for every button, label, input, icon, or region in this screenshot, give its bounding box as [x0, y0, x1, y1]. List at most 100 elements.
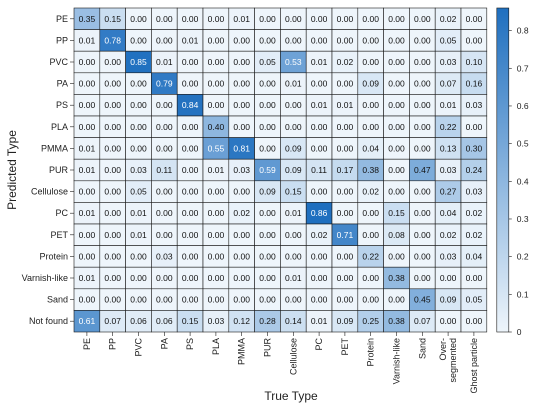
- cell-value-label: 0.00: [337, 143, 354, 153]
- cell-value-label: 0.00: [208, 35, 225, 45]
- cell-value-label: 0.00: [285, 251, 302, 261]
- cell-value-label: 0.03: [440, 165, 457, 175]
- cell-value-label: 0.00: [337, 208, 354, 218]
- cell-value-label: 0.00: [440, 316, 457, 326]
- cell-value-label: 0.00: [311, 251, 328, 261]
- cell-value-label: 0.79: [156, 79, 173, 89]
- cell-value-label: 0.09: [362, 79, 379, 89]
- cell-value-label: 0.00: [466, 122, 483, 132]
- cell-value-label: 0.00: [414, 100, 431, 110]
- cell-value-label: 0.00: [182, 79, 199, 89]
- cell-value-label: 0.38: [388, 273, 405, 283]
- colorbar-tick-label: 0.6: [517, 101, 529, 111]
- cell-value-label: 0.00: [104, 273, 121, 283]
- cell-value-label: 0.00: [104, 122, 121, 132]
- cell-value-label: 0.00: [156, 122, 173, 132]
- cell-value-label: 0.02: [311, 230, 328, 240]
- cell-value-label: 0.01: [285, 208, 302, 218]
- cell-value-label: 0.01: [311, 316, 328, 326]
- cell-value-label: 0.00: [362, 273, 379, 283]
- cell-value-label: 0.00: [414, 187, 431, 197]
- cell-value-label: 0.09: [285, 143, 302, 153]
- cell-value-label: 0.00: [388, 100, 405, 110]
- cell-value-label: 0.05: [466, 295, 483, 305]
- y-tick-label: PET: [50, 230, 68, 240]
- cell-value-label: 0.01: [285, 273, 302, 283]
- cell-value-label: 0.00: [285, 100, 302, 110]
- cell-value-label: 0.01: [79, 273, 96, 283]
- cell-value-label: 0.05: [440, 35, 457, 45]
- cell-value-label: 0.30: [466, 143, 483, 153]
- cell-value-label: 0.00: [156, 230, 173, 240]
- x-tick-label: PMMA: [237, 338, 247, 365]
- cell-value-label: 0.00: [104, 79, 121, 89]
- x-tick-label: PC: [314, 338, 324, 351]
- x-tick-label: Ghost particle: [469, 338, 479, 394]
- cell-value-label: 0.01: [285, 79, 302, 89]
- cell-value-label: 0.00: [208, 295, 225, 305]
- cell-value-label: 0.00: [362, 295, 379, 305]
- cell-value-label: 0.00: [156, 187, 173, 197]
- cell-value-label: 0.00: [337, 273, 354, 283]
- cell-value-label: 0.00: [79, 122, 96, 132]
- cell-value-label: 0.00: [208, 251, 225, 261]
- cell-value-label: 0.00: [182, 14, 199, 24]
- cell-value-label: 0.00: [182, 251, 199, 261]
- cell-value-label: 0.01: [311, 57, 328, 67]
- cell-value-label: 0.07: [440, 79, 457, 89]
- cell-value-label: 0.00: [362, 230, 379, 240]
- cell-value-label: 0.09: [337, 316, 354, 326]
- cell-value-label: 0.11: [156, 165, 172, 175]
- x-tick-label: Protein: [366, 338, 376, 367]
- cell-value-label: 0.00: [259, 79, 276, 89]
- cell-value-label: 0.00: [388, 122, 405, 132]
- cell-value-label: 0.00: [440, 273, 457, 283]
- cell-value-label: 0.00: [337, 35, 354, 45]
- cell-value-label: 0.00: [311, 14, 328, 24]
- cell-value-label: 0.06: [130, 316, 147, 326]
- cell-value-label: 0.00: [130, 273, 147, 283]
- cell-value-label: 0.00: [233, 187, 250, 197]
- cell-value-label: 0.03: [440, 57, 457, 67]
- cell-value-label: 0.71: [337, 230, 354, 240]
- y-tick-label: Varnish-like: [22, 273, 68, 283]
- cell-value-label: 0.00: [414, 208, 431, 218]
- cell-value-label: 0.00: [362, 208, 379, 218]
- cell-value-label: 0.78: [104, 35, 121, 45]
- colorbar: 0 0.1 0.2 0.3 0.4 0.5 0.6 0.7 0.8: [496, 7, 529, 337]
- cell-value-label: 0.00: [285, 230, 302, 240]
- cell-value-label: 0.86: [311, 208, 328, 218]
- cell-value-label: 0.09: [285, 165, 302, 175]
- cell-value-label: 0.27: [440, 187, 457, 197]
- cell-value-label: 0.00: [388, 79, 405, 89]
- y-tick-label: PP: [56, 35, 68, 45]
- cell-value-label: 0.00: [130, 295, 147, 305]
- cell-value-label: 0.01: [311, 100, 328, 110]
- cell-value-label: 0.00: [414, 122, 431, 132]
- cell-value-label: 0.03: [466, 100, 483, 110]
- cell-value-label: 0.00: [362, 122, 379, 132]
- cell-value-label: 0.02: [440, 230, 457, 240]
- cell-value-label: 0.03: [440, 251, 457, 261]
- cell-value-label: 0.00: [285, 35, 302, 45]
- x-tick-label: segmented: [448, 338, 458, 383]
- cell-value-label: 0.15: [104, 14, 121, 24]
- cell-value-label: 0.84: [182, 100, 199, 110]
- cell-value-label: 0.00: [362, 100, 379, 110]
- cell-value-label: 0.01: [79, 208, 96, 218]
- cell-value-label: 0.00: [182, 143, 199, 153]
- x-tick-label: PE: [82, 338, 92, 350]
- cell-value-label: 0.02: [337, 57, 354, 67]
- cell-value-label: 0.10: [466, 57, 483, 67]
- cell-value-label: 0.00: [388, 251, 405, 261]
- heatmap-cells: 0.35 0.15 0.00 0.00 0.00 0.00 0.01 0.00 0.00 0.00…: [73, 7, 488, 333]
- cell-value-label: 0.01: [79, 165, 96, 175]
- cell-value-label: 0.00: [259, 295, 276, 305]
- cell-value-label: 0.02: [466, 208, 483, 218]
- cell-value-label: 0.00: [233, 251, 250, 261]
- colorbar-tick-label: 0.4: [517, 176, 529, 186]
- y-tick-label: Sand: [47, 295, 68, 305]
- cell-value-label: 0.00: [104, 187, 121, 197]
- cell-value-label: 0.01: [182, 35, 199, 45]
- cell-value-label: 0.00: [414, 273, 431, 283]
